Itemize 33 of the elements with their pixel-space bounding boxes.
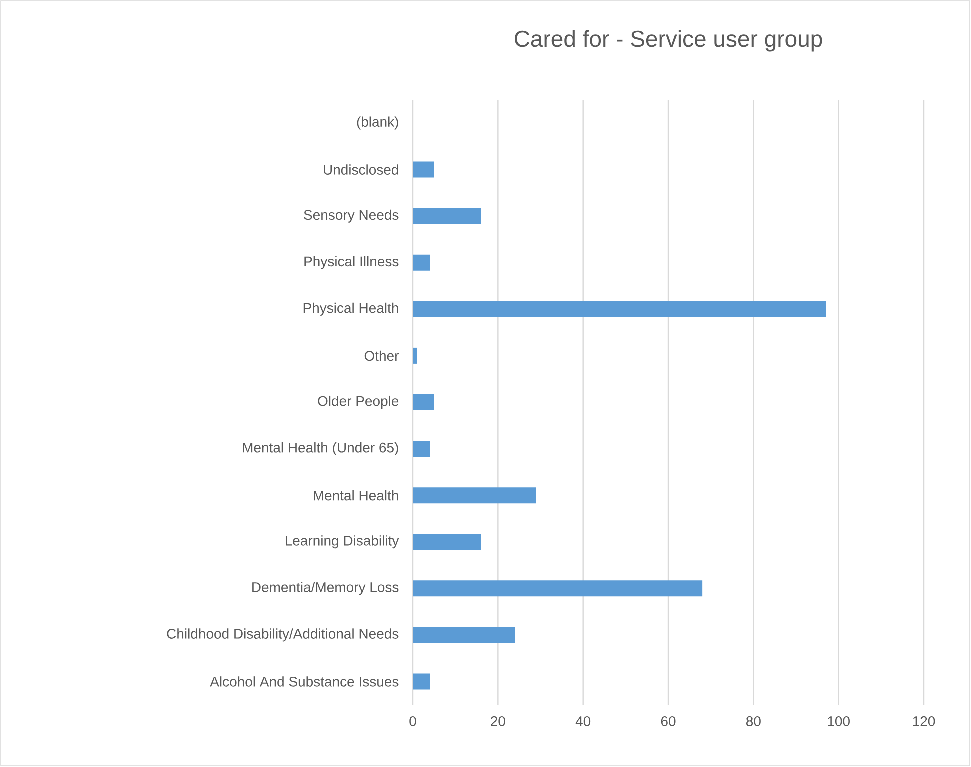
bar <box>413 488 536 504</box>
bar <box>413 534 482 550</box>
y-tick-label: Physical Illness <box>304 256 399 270</box>
y-tick-label: Learning Disability <box>286 536 400 549</box>
y-tick-label: Dementia/Memory Loss <box>252 582 399 596</box>
y-tick-label: Undisclosed <box>324 164 398 175</box>
bar <box>413 674 430 690</box>
bar <box>413 394 434 410</box>
bar <box>413 208 482 224</box>
x-tick-label: 60 <box>661 716 676 726</box>
y-tick-label: Physical Health <box>304 302 398 316</box>
bar <box>413 254 430 271</box>
x-tick-label: 20 <box>491 716 506 726</box>
y-tick-label: Older People <box>318 396 399 410</box>
y-tick-label: (blank) <box>357 116 398 130</box>
y-tick-label: Other <box>364 350 400 362</box>
bar <box>413 301 826 318</box>
x-tick-label: 80 <box>746 716 761 726</box>
bar <box>413 162 434 178</box>
y-tick-label: Mental Health (Under 65) <box>243 442 398 456</box>
y-tick-label: Mental Health <box>314 490 398 501</box>
bar <box>413 348 418 364</box>
y-tick-label: Sensory Needs <box>304 210 399 223</box>
y-tick-label: Alcohol And Substance Issues <box>210 676 399 687</box>
y-tick-label: Childhood Disability/Additional Needs <box>167 628 399 642</box>
bar <box>413 441 430 458</box>
x-tick-label: 40 <box>576 716 591 726</box>
bar <box>413 580 703 597</box>
x-tick-label: 100 <box>828 716 850 726</box>
x-tick-label: 0 <box>410 716 416 726</box>
x-tick-label: 120 <box>913 716 936 726</box>
chart-title: Cared for - Service user group <box>515 30 822 52</box>
bar <box>413 627 516 644</box>
